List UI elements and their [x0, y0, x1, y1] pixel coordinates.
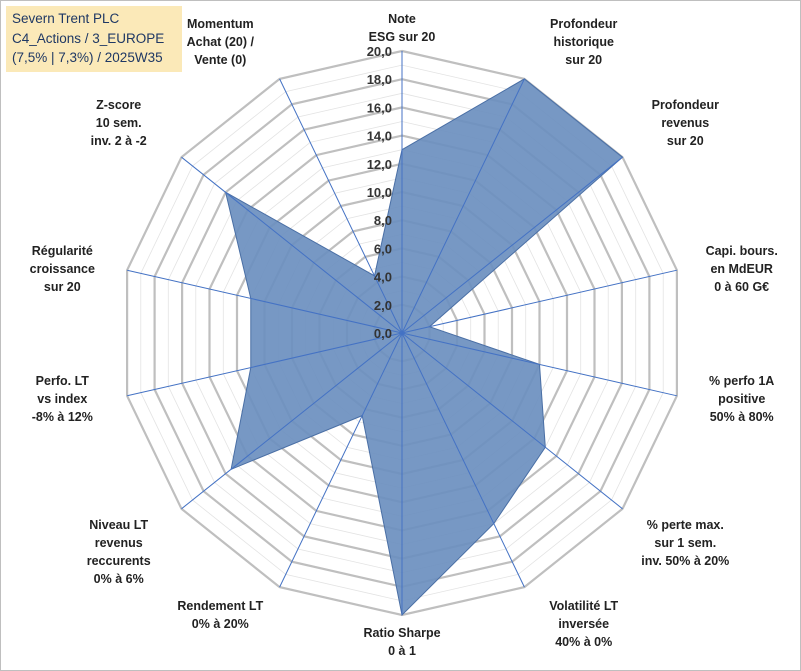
- tick-label: 12,0: [367, 157, 392, 172]
- category-label-line: Régularité: [32, 244, 93, 258]
- category-label-line: Rendement LT: [177, 599, 263, 613]
- category-label-line: Profondeur: [652, 98, 719, 112]
- tick-label: 8,0: [374, 213, 392, 228]
- category-label-line: Ratio Sharpe: [363, 626, 440, 640]
- category-label-line: Momentum: [187, 17, 254, 31]
- category-label: % perfo 1A positive 50% à 80%: [709, 374, 774, 424]
- category-label-line: 40% à 0%: [555, 635, 612, 649]
- title-company: Severn Trent PLC: [12, 11, 120, 26]
- category-label: Rendement LT 0% à 20%: [177, 599, 263, 631]
- tick-label: 10,0: [367, 185, 392, 200]
- category-label: Niveau LT revenus reccurents 0% à 6%: [87, 518, 151, 586]
- category-label-line: 0% à 6%: [94, 572, 144, 586]
- category-label-line: sur 20: [565, 53, 602, 67]
- category-label: % perte max. sur 1 sem. inv. 50% à 20%: [641, 518, 729, 568]
- tick-label: 16,0: [367, 100, 392, 115]
- category-label-line: inv. 50% à 20%: [641, 554, 729, 568]
- category-label-line: inversée: [558, 617, 609, 631]
- axis-spoke: [181, 156, 403, 334]
- axis-spoke: [126, 332, 403, 397]
- axis-spoke: [401, 156, 623, 334]
- axis-spoke: [401, 332, 623, 510]
- axis-spoke: [401, 269, 678, 334]
- category-label-line: croissance: [30, 262, 95, 276]
- category-label-line: 0 à 60 G€: [714, 280, 769, 294]
- tick-label: 20,0: [367, 44, 392, 59]
- category-label-line: inv. 2 à -2: [91, 134, 147, 148]
- category-label-line: Profondeur: [550, 17, 617, 31]
- category-label-line: reccurents: [87, 554, 151, 568]
- category-label: Régularité croissance sur 20: [30, 244, 95, 294]
- category-label-line: positive: [718, 392, 765, 406]
- title-stats: (7,5% | 7,3%) / 2025W35: [12, 50, 163, 65]
- tick-label: 4,0: [374, 270, 392, 285]
- category-label: Volatilité LT inversée 40% à 0%: [549, 599, 618, 649]
- tick-label: 18,0: [367, 72, 392, 87]
- category-label: Z-score 10 sem. inv. 2 à -2: [91, 98, 147, 148]
- category-label-line: Z-score: [96, 98, 141, 112]
- category-label: Ratio Sharpe 0 à 1: [363, 626, 440, 658]
- category-label-line: % perfo 1A: [709, 374, 774, 388]
- category-label: Capi. bours. en MdEUR 0 à 60 G€: [706, 244, 778, 294]
- category-label-line: vs index: [37, 392, 87, 406]
- category-label-line: Achat (20) /: [187, 35, 255, 49]
- category-label-line: revenus: [661, 116, 709, 130]
- radar-spokes: [126, 51, 678, 615]
- tick-label: 2,0: [374, 298, 392, 313]
- category-label: Profondeur revenus sur 20: [652, 98, 719, 148]
- axis-spoke: [279, 332, 403, 588]
- tick-label: 6,0: [374, 241, 392, 256]
- category-label-line: 10 sem.: [96, 116, 142, 130]
- category-label-line: sur 20: [44, 280, 81, 294]
- category-label-line: Note: [388, 12, 416, 26]
- category-label-line: historique: [553, 35, 613, 49]
- chart-title-box: Severn Trent PLC C4_Actions / 3_EUROPE (…: [6, 6, 182, 72]
- category-label: Perfo. LT vs index -8% à 12%: [32, 374, 93, 424]
- category-label-line: % perte max.: [647, 518, 724, 532]
- category-label-line: 50% à 80%: [710, 410, 774, 424]
- category-label: Note ESG sur 20: [369, 12, 436, 44]
- category-label-line: 0 à 1: [388, 644, 416, 658]
- axis-spoke: [401, 332, 525, 588]
- category-label-line: revenus: [95, 536, 143, 550]
- category-label: Profondeur historique sur 20: [550, 17, 617, 67]
- category-label: Momentum Achat (20) / Vente (0): [187, 17, 255, 67]
- category-label-line: Perfo. LT: [36, 374, 90, 388]
- category-label-line: 0% à 20%: [192, 617, 249, 631]
- category-label-line: Niveau LT: [89, 518, 148, 532]
- category-label-line: Vente (0): [194, 53, 246, 67]
- axis-spoke: [126, 269, 403, 334]
- axis-spoke: [279, 78, 403, 334]
- axis-spoke: [401, 78, 525, 334]
- category-label-line: sur 20: [667, 134, 704, 148]
- tick-label: 14,0: [367, 129, 392, 144]
- axis-spoke: [181, 332, 403, 510]
- tick-label: 0,0: [374, 326, 392, 341]
- category-label-line: en MdEUR: [710, 262, 773, 276]
- category-label-line: -8% à 12%: [32, 410, 93, 424]
- category-label-line: Volatilité LT: [549, 599, 618, 613]
- category-label-line: Capi. bours.: [706, 244, 778, 258]
- category-label-line: ESG sur 20: [369, 30, 436, 44]
- category-label-line: sur 1 sem.: [654, 536, 716, 550]
- series-area: [224, 78, 624, 617]
- title-category: C4_Actions / 3_EUROPE: [12, 30, 165, 46]
